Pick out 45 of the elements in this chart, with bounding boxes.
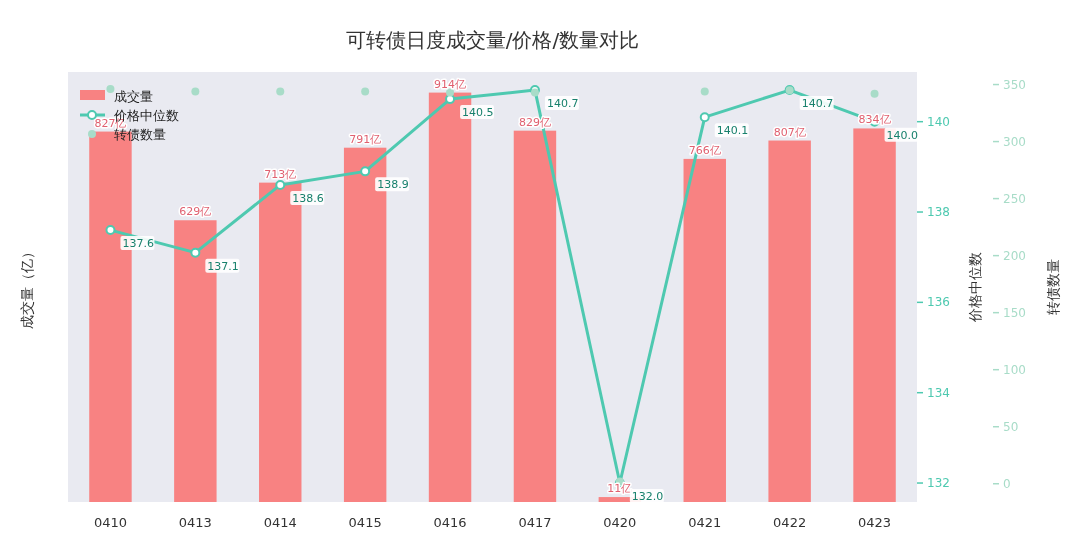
data-label: 914亿	[434, 77, 467, 91]
y3-tick-label: 250	[1003, 191, 1026, 206]
y-axis-title: 成交量（亿）	[19, 245, 35, 329]
y3-tick-label: 300	[1003, 134, 1026, 149]
data-label: 140.7	[546, 97, 579, 111]
legend-label: 转债数量	[114, 127, 166, 142]
data-label: 140.7	[801, 97, 834, 111]
data-label: 138.6	[292, 191, 324, 205]
x-tick-label: 0420	[603, 515, 637, 530]
data-label: 11亿	[607, 482, 633, 496]
x-tick-label: 0422	[773, 515, 807, 530]
y3-tick-label: 100	[1003, 362, 1026, 377]
legend-label: 成交量	[114, 89, 153, 104]
data-label: 140.0	[886, 128, 919, 142]
y2-axis-title: 价格中位数	[967, 252, 983, 323]
data-label: 713亿	[264, 167, 297, 181]
x-tick-label: 0410	[93, 515, 127, 530]
x-tick-label: 0417	[518, 515, 552, 530]
y2-tick-label: 134	[927, 385, 950, 400]
data-label: 807亿	[773, 125, 806, 139]
data-label: 132.0	[631, 490, 664, 504]
x-tick-label: 0413	[178, 515, 212, 530]
data-label: 629亿	[179, 205, 212, 219]
x-tick-label: 0416	[433, 515, 467, 530]
y3-axis-title: 转债数量	[1045, 259, 1061, 315]
y2-tick-label: 136	[927, 295, 950, 310]
data-label: 137.1	[207, 259, 239, 273]
x-tick-label: 0423	[858, 515, 892, 530]
y2-tick-label: 132	[927, 476, 950, 491]
x-tick-label: 0414	[263, 515, 297, 530]
x-tick-label: 0421	[688, 515, 722, 530]
x-tick-label: 0415	[348, 515, 382, 530]
y2-tick-label: 138	[927, 205, 950, 220]
y3-tick-label: 0	[1003, 476, 1011, 491]
y3-tick-label: 150	[1003, 305, 1026, 320]
y3-tick-label: 200	[1003, 248, 1026, 263]
data-label: 138.9	[377, 178, 409, 192]
chart-title: 可转债日度成交量/价格/数量对比	[345, 28, 640, 52]
data-label: 140.1	[716, 124, 749, 138]
y2-tick-label: 140	[927, 114, 950, 129]
data-label: 791亿	[349, 132, 382, 146]
data-label: 137.6	[122, 237, 154, 251]
y3-tick-label: 350	[1003, 77, 1026, 92]
data-label: 140.5	[462, 106, 494, 120]
y3-tick-label: 50	[1003, 419, 1019, 434]
